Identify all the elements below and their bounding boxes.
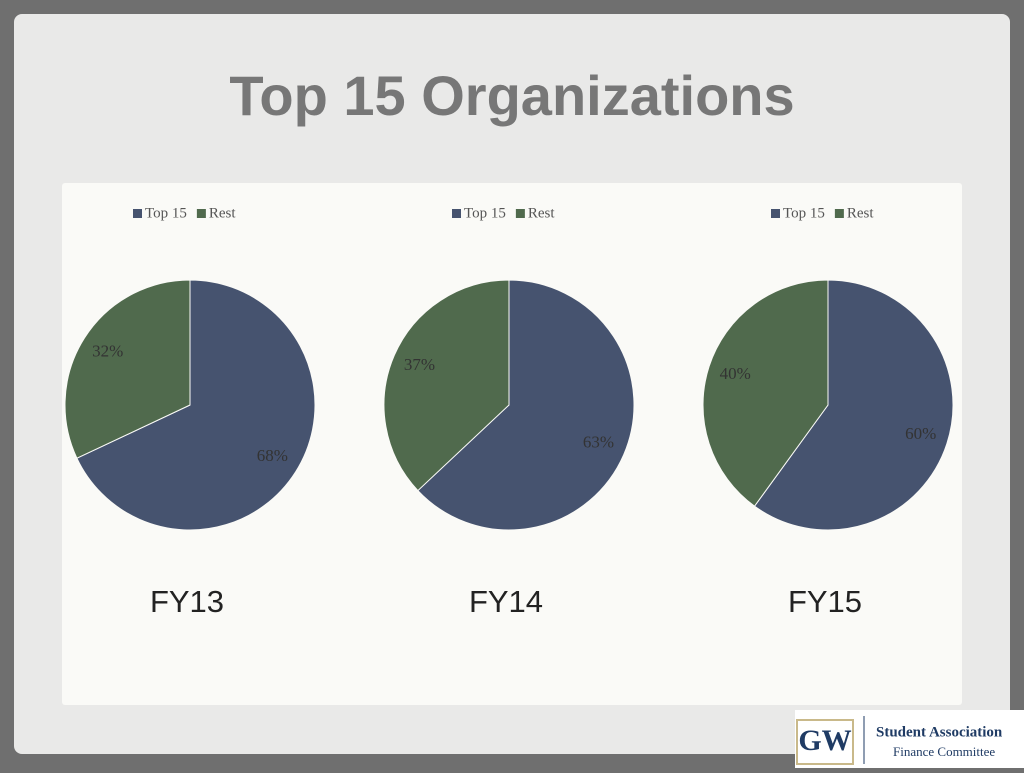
legend-label: Top 15 [783, 205, 825, 221]
data-label: 68% [257, 446, 288, 465]
chart-caption: FY14 [469, 584, 543, 619]
pie-slice [702, 279, 829, 507]
legend-label: Rest [528, 205, 556, 221]
legend-label: Rest [209, 205, 237, 221]
charts: 68% 32% Top 15 Rest FY13 63% 37% Top 15 Rest FY14… [64, 205, 954, 619]
legend-swatch [196, 209, 206, 218]
logo-frame [796, 719, 854, 765]
legend-label: Rest [847, 205, 875, 221]
logo-mark: GW [798, 724, 851, 757]
data-label: 60% [905, 424, 936, 443]
data-label: 63% [583, 433, 614, 452]
pie-slice [383, 279, 510, 492]
data-label: 40% [720, 364, 751, 383]
legend-swatch [834, 209, 844, 218]
pie-slice [76, 279, 316, 531]
slide-title: Top 15 Organizations [229, 64, 794, 127]
legend-label: Top 15 [464, 205, 506, 221]
data-label: 37% [404, 355, 435, 374]
legend-swatch [771, 209, 780, 218]
logo-line1: Student Association [876, 724, 1003, 740]
legend-swatch [133, 209, 142, 218]
chart-caption: FY13 [150, 584, 224, 619]
data-label: 32% [92, 342, 123, 361]
pie-slice [753, 279, 954, 531]
legend-swatch [515, 209, 525, 218]
pie-slice [417, 279, 635, 531]
logo-line2: Finance Committee [893, 744, 995, 759]
chart-caption: FY15 [788, 584, 862, 619]
pie-slice [64, 279, 191, 459]
legend-swatch [452, 209, 461, 218]
legend-label: Top 15 [145, 205, 187, 221]
